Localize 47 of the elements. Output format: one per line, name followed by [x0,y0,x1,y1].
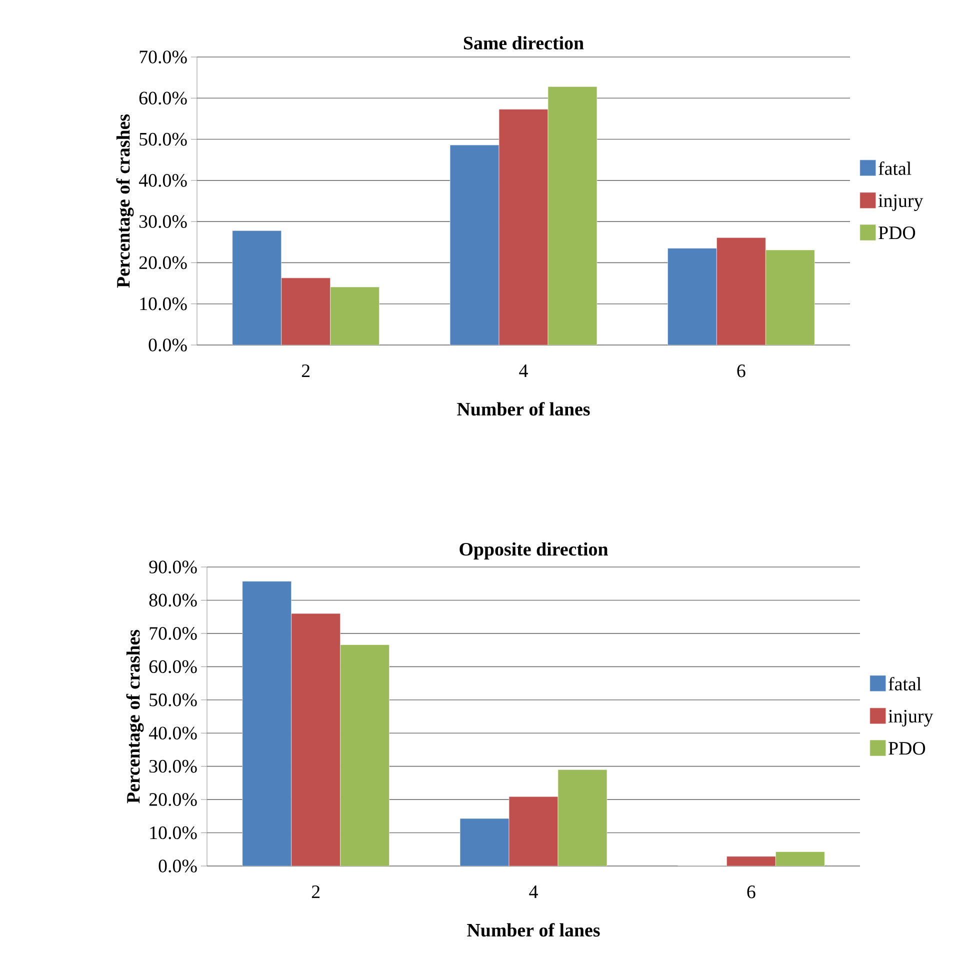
y-tick-label: 80.0% [149,594,197,607]
y-tick-label: 20.0% [139,256,187,270]
legend-label: PDO [878,226,916,240]
bar [232,230,282,345]
legend-label: injury [878,194,924,211]
y-tick-label: 0.0% [148,338,187,352]
y-tick-label: 70.0% [150,627,197,640]
x-tick-label: 2 [312,886,320,898]
y-tick-label: 10.0% [140,297,187,310]
legend-label: PDO [888,742,926,755]
bar [450,144,500,345]
bar [340,644,390,866]
legend-label: injury [888,710,934,726]
bar [508,796,558,866]
y-tick-label: 10.0% [150,826,197,840]
x-axis-title: Number of lanes [457,402,590,416]
chart-title: Opposite direction [460,542,608,560]
bar [776,852,825,866]
bar [242,581,292,866]
y-tick-label: 50.0% [140,132,187,146]
bar [291,613,340,866]
x-tick-label: 2 [302,364,310,378]
y-tick-label: 60.0% [149,660,197,674]
y-tick-label: 60.0% [139,92,187,105]
y-axis-title: Percentage of crashes [116,114,134,288]
y-tick-label: 90.0% [149,560,197,574]
x-tick-label: 4 [529,886,538,898]
y-tick-label: 30.0% [139,215,187,228]
bar [668,248,717,345]
x-tick-label: 6 [747,886,756,898]
bar [460,818,510,866]
x-tick-label: 6 [737,364,746,378]
y-tick-label: 40.0% [138,174,187,187]
legend-label: fatal [888,676,922,690]
x-axis-title: Number of lanes [467,923,600,937]
chart-title: Same direction [464,36,584,50]
y-tick-label: 0.0% [158,860,197,872]
y-tick-label: 20.0% [149,793,197,806]
bar [558,770,608,866]
y-tick-label: 30.0% [149,760,197,773]
legend-label: fatal [878,161,912,175]
y-tick-label: 40.0% [148,726,197,740]
bar [726,856,776,866]
y-axis-title: Percentage of crashes [126,630,144,804]
y-tick-label: 70.0% [140,50,187,64]
x-tick-label: 4 [519,364,528,377]
y-tick-label: 50.0% [150,693,197,706]
